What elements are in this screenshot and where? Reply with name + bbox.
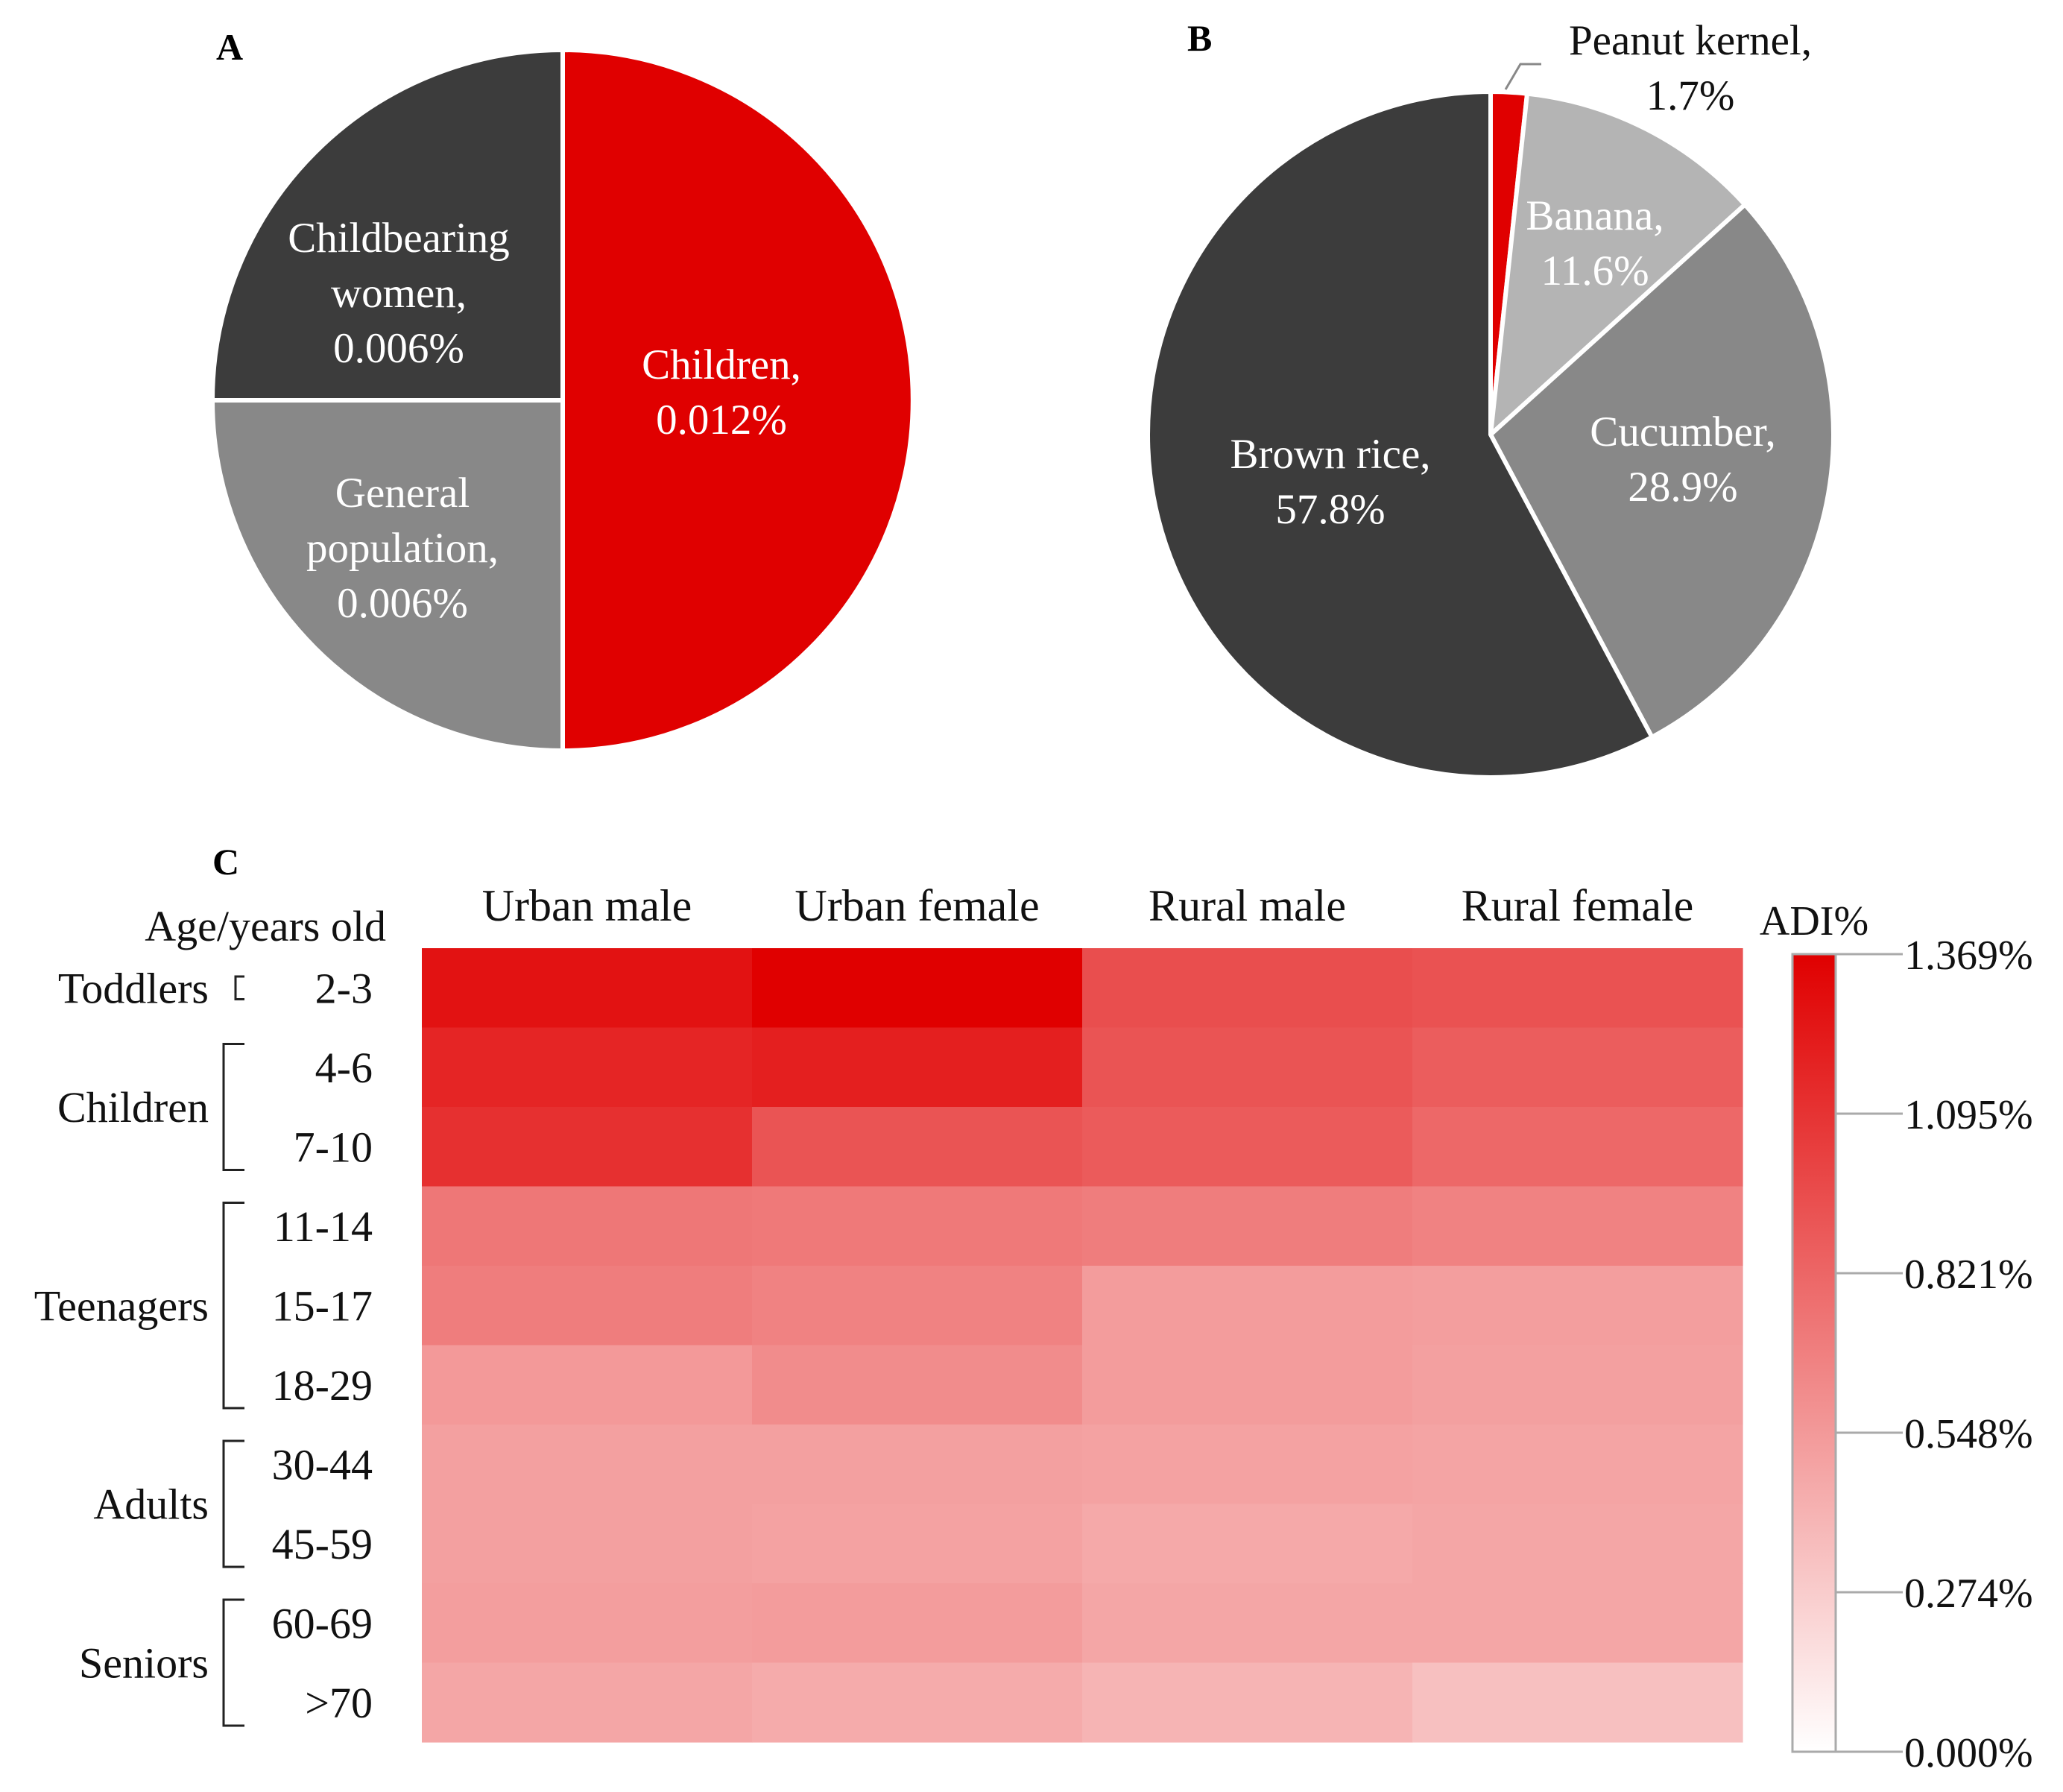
- column-label-urban-female: Urban female: [794, 881, 1039, 930]
- heatmap-cell: [752, 1662, 1083, 1743]
- group-bracket: [222, 1043, 244, 1171]
- heatmap-cell: [422, 1266, 753, 1346]
- heatmap-cell: [422, 948, 753, 1029]
- heatmap-cell: [752, 1107, 1083, 1187]
- heatmap-cell: [752, 1504, 1083, 1584]
- group-label-adults: Adults: [93, 1480, 209, 1529]
- pie-chart-a: Children, 0.012% General population, 0.006% C…: [209, 47, 915, 754]
- heatmap-cell: [1412, 1345, 1743, 1425]
- heatmap-cell: [1082, 1425, 1413, 1505]
- heatmap-cell: [1082, 1186, 1413, 1266]
- heatmap-cell: [752, 1027, 1083, 1108]
- heatmap-cell: [1412, 1583, 1743, 1664]
- heatmap-cell: [1082, 1027, 1413, 1108]
- pie-slice-general-population: [209, 398, 565, 754]
- heatmap-cell: [1412, 1027, 1743, 1108]
- heatmap-cell: [752, 1345, 1083, 1425]
- heatmap-cell: [422, 1186, 753, 1266]
- colorbar-tick-label: 0.821%: [1904, 1252, 2033, 1298]
- heatmap-cell: [1082, 1662, 1413, 1743]
- pie-chart-b: Peanut kernel, 1.7% Banana, 11.6% Cucumber, 2…: [1146, 17, 1836, 780]
- colorbar-gradient: [1791, 953, 1837, 1753]
- leader-line: [1504, 63, 1541, 90]
- group-label-children: Children: [57, 1083, 209, 1132]
- pie-slice-childbearing-women: [209, 47, 565, 403]
- group-bracket: [222, 1439, 244, 1568]
- pie-slice-brown-rice: [1146, 89, 1655, 780]
- heatmap-cell: [1082, 1583, 1413, 1664]
- pie-slice-cucumber: [1488, 201, 1836, 740]
- pie-label-banana: Banana, 11.6%: [1526, 192, 1664, 294]
- heatmap-cell: [1082, 1266, 1413, 1346]
- row-axis-title: Age/years old: [145, 902, 386, 950]
- row-label-30-44: 30-44: [272, 1440, 373, 1489]
- row-label-2-3: 2-3: [315, 964, 373, 1012]
- colorbar-title: ADI%: [1760, 898, 1868, 944]
- colorbar-tick-label: 1.369%: [1904, 933, 2033, 979]
- group-label-toddlers: Toddlers: [58, 964, 209, 1012]
- row-label-45-59: 45-59: [272, 1520, 373, 1568]
- column-label-rural-female: Rural female: [1462, 881, 1694, 930]
- heatmap-cell: [1082, 1345, 1413, 1425]
- panel-c-label: C: [212, 841, 239, 883]
- group-bracket: [222, 1598, 244, 1727]
- colorbar-tick-label: 0.274%: [1904, 1571, 2033, 1617]
- heatmap-cell: [752, 1425, 1083, 1505]
- colorbar-tick-label: 1.095%: [1904, 1092, 2033, 1138]
- row-label-60-69: 60-69: [272, 1599, 373, 1647]
- heatmap-cell: [752, 1583, 1083, 1664]
- panel-a-label: A: [216, 26, 243, 68]
- pie-label-brown-rice: Brown rice, 57.8%: [1230, 431, 1430, 533]
- pie-slice-children: [560, 47, 915, 754]
- row-label-18-29: 18-29: [272, 1361, 373, 1410]
- colorbar-tick-label: 0.000%: [1904, 1730, 2033, 1776]
- heatmap-cell: [1412, 1662, 1743, 1743]
- group-label-teenagers: Teenagers: [34, 1281, 209, 1330]
- heatmap-cell: [422, 1583, 753, 1664]
- heatmap-cell: [752, 1266, 1083, 1346]
- row-label-7-10: 7-10: [294, 1123, 373, 1171]
- row-label-15-17: 15-17: [272, 1281, 373, 1330]
- panel-b-label: B: [1187, 17, 1212, 59]
- group-bracket: [234, 975, 244, 1000]
- heatmap-cell: [1412, 1186, 1743, 1266]
- heatmap-cell: [1082, 1107, 1413, 1187]
- pie-label-childbearing-women: Childbearing women, 0.006%: [288, 215, 510, 372]
- group-bracket: [222, 1202, 244, 1410]
- heatmap-cell: [1412, 948, 1743, 1029]
- heatmap-cell: [422, 1425, 753, 1505]
- pie-label-peanut-kernel: Peanut kernel, 1.7%: [1569, 17, 1812, 119]
- pie-label-children: Children, 0.012%: [642, 341, 801, 444]
- heatmap-cell: [1082, 948, 1413, 1029]
- heatmap-cell: [1412, 1425, 1743, 1505]
- column-label-rural-male: Rural male: [1149, 881, 1346, 930]
- heatmap-c: Urban male Urban female Rural male Rural fe…: [34, 881, 1743, 1743]
- heatmap-cell: [422, 1504, 753, 1584]
- heatmap-cell: [422, 1662, 753, 1743]
- heatmap-cell: [1412, 1266, 1743, 1346]
- column-label-urban-male: Urban male: [482, 881, 692, 930]
- group-label-seniors: Seniors: [79, 1639, 209, 1688]
- heatmap-cell: [752, 948, 1083, 1029]
- row-label-11-14: 11-14: [274, 1202, 373, 1251]
- colorbar: ADI% 0.000% 0.274% 0.548% 0.821% 1.095% 1.369%: [1760, 898, 2033, 1776]
- heatmap-cell: [1412, 1107, 1743, 1187]
- heatmap-cell: [422, 1107, 753, 1187]
- row-label-over-70: >70: [305, 1679, 373, 1727]
- pie-label-general-population: General population, 0.006%: [306, 470, 499, 627]
- row-label-4-6: 4-6: [315, 1044, 373, 1092]
- heatmap-cell: [422, 1345, 753, 1425]
- pie-slice-banana: [1488, 91, 1748, 441]
- heatmap-cell: [422, 1027, 753, 1108]
- colorbar-tick-label: 0.548%: [1904, 1411, 2033, 1457]
- heatmap-cell: [752, 1186, 1083, 1266]
- pie-label-cucumber: Cucumber, 28.9%: [1590, 408, 1775, 511]
- heatmap-cell: [1082, 1504, 1413, 1584]
- heatmap-cell: [1412, 1504, 1743, 1584]
